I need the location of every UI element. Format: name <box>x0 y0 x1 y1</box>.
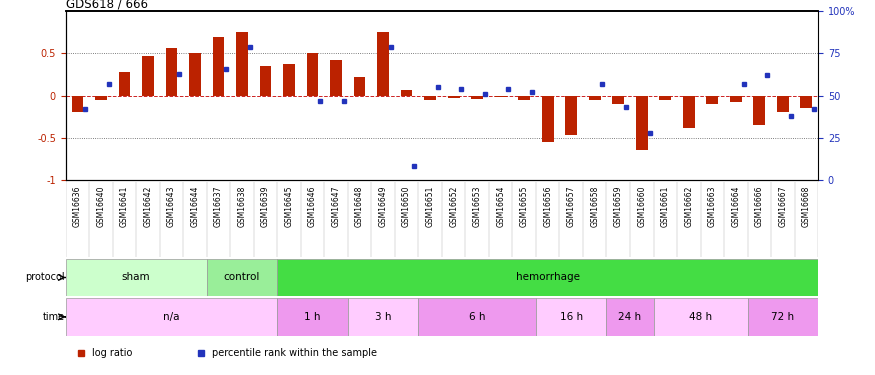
Text: GSM16651: GSM16651 <box>425 186 435 227</box>
Bar <box>706 96 718 104</box>
Bar <box>354 77 366 96</box>
Text: hemorrhage: hemorrhage <box>515 273 580 282</box>
Text: GSM16642: GSM16642 <box>144 186 152 227</box>
Text: GSM16660: GSM16660 <box>637 186 647 227</box>
Text: n/a: n/a <box>164 312 179 322</box>
Text: GSM16641: GSM16641 <box>120 186 129 227</box>
Bar <box>448 96 459 98</box>
Bar <box>418 298 536 336</box>
Text: GSM16640: GSM16640 <box>96 186 105 227</box>
Text: GSM16666: GSM16666 <box>755 186 764 227</box>
Text: 3 h: 3 h <box>374 312 391 322</box>
Bar <box>66 298 277 336</box>
Bar <box>730 96 742 102</box>
Bar <box>747 298 818 336</box>
Bar <box>472 96 483 99</box>
Bar <box>424 96 436 100</box>
Text: GSM16664: GSM16664 <box>732 186 740 227</box>
Text: GDS618 / 666: GDS618 / 666 <box>66 0 148 10</box>
Bar <box>542 96 554 142</box>
Bar <box>189 53 201 96</box>
Bar <box>277 259 818 296</box>
Text: GSM16656: GSM16656 <box>543 186 552 227</box>
Bar <box>660 96 671 100</box>
Bar <box>95 96 107 100</box>
Text: GSM16649: GSM16649 <box>379 186 388 227</box>
Bar <box>777 96 788 112</box>
Bar <box>206 259 277 296</box>
Bar <box>142 56 154 96</box>
Text: 1 h: 1 h <box>304 312 321 322</box>
Bar <box>72 96 83 112</box>
Bar <box>348 298 418 336</box>
Text: GSM16650: GSM16650 <box>402 186 411 227</box>
Bar <box>654 298 747 336</box>
Bar <box>66 259 206 296</box>
Bar <box>606 298 654 336</box>
Bar <box>284 63 295 96</box>
Bar <box>306 53 318 96</box>
Bar <box>401 90 412 96</box>
Text: 24 h: 24 h <box>619 312 641 322</box>
Bar <box>636 96 648 150</box>
Bar <box>589 96 600 100</box>
Bar <box>682 96 695 128</box>
Text: GSM16652: GSM16652 <box>449 186 458 227</box>
Bar <box>612 96 624 104</box>
Text: GSM16653: GSM16653 <box>473 186 481 227</box>
Text: GSM16638: GSM16638 <box>237 186 247 227</box>
Text: GSM16643: GSM16643 <box>167 186 176 227</box>
Bar <box>330 60 342 96</box>
Bar <box>536 298 606 336</box>
Text: protocol: protocol <box>24 273 65 282</box>
Text: GSM16647: GSM16647 <box>332 186 340 227</box>
Bar <box>213 36 224 96</box>
Bar <box>518 96 530 100</box>
Text: 6 h: 6 h <box>469 312 486 322</box>
Text: GSM16646: GSM16646 <box>308 186 317 227</box>
Text: GSM16662: GSM16662 <box>684 186 693 227</box>
Text: 48 h: 48 h <box>689 312 712 322</box>
Text: GSM16637: GSM16637 <box>214 186 223 227</box>
Text: GSM16657: GSM16657 <box>567 186 576 227</box>
Text: GSM16659: GSM16659 <box>613 186 623 227</box>
Bar <box>236 32 248 96</box>
Bar <box>260 66 271 96</box>
Text: GSM16644: GSM16644 <box>191 186 200 227</box>
Text: time: time <box>42 312 65 322</box>
Bar <box>118 72 130 96</box>
Text: GSM16654: GSM16654 <box>496 186 505 227</box>
Text: GSM16661: GSM16661 <box>661 186 669 227</box>
Text: GSM16668: GSM16668 <box>802 186 811 227</box>
Bar <box>165 48 178 96</box>
Text: GSM16648: GSM16648 <box>355 186 364 227</box>
Text: log ratio: log ratio <box>92 348 132 357</box>
Text: 72 h: 72 h <box>771 312 794 322</box>
Text: 16 h: 16 h <box>560 312 583 322</box>
Text: percentile rank within the sample: percentile rank within the sample <box>213 348 377 357</box>
Text: control: control <box>224 273 260 282</box>
Bar <box>801 96 812 108</box>
Text: GSM16655: GSM16655 <box>520 186 528 227</box>
Bar <box>494 96 507 97</box>
Bar <box>377 32 389 96</box>
Bar <box>565 96 578 135</box>
Text: GSM16663: GSM16663 <box>708 186 717 227</box>
Text: GSM16645: GSM16645 <box>284 186 293 227</box>
Text: GSM16658: GSM16658 <box>591 186 599 227</box>
Text: GSM16636: GSM16636 <box>73 186 82 227</box>
Text: sham: sham <box>122 273 150 282</box>
Bar <box>753 96 766 125</box>
Bar <box>277 298 348 336</box>
Text: GSM16639: GSM16639 <box>261 186 270 227</box>
Text: GSM16667: GSM16667 <box>779 186 788 227</box>
